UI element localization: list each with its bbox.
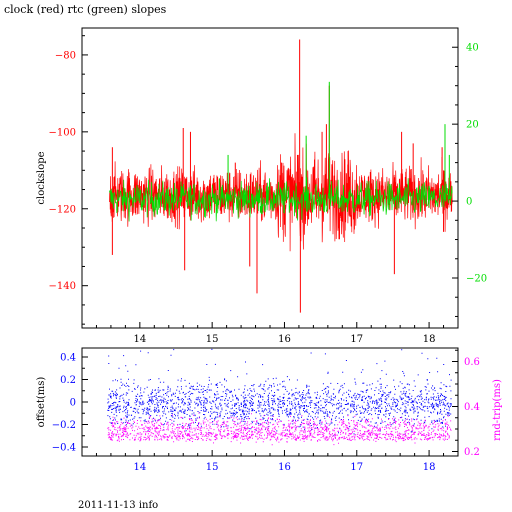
clock-trace xyxy=(109,133,453,252)
bottom-y2-tick-label: 0.2 xyxy=(464,447,480,458)
bottom-y-tick-label: 0.2 xyxy=(60,375,76,386)
rnd-trip-points xyxy=(107,412,452,446)
bottom-x-tick-label: 15 xyxy=(206,462,219,473)
clock-series xyxy=(109,39,453,313)
top-y-tick-label: −140 xyxy=(49,281,76,292)
top-x-tick-label: 16 xyxy=(278,334,291,345)
top-chart: 14 15 16 17 18 −80 −100 −120 −140 40 20 0 −20 clocks… xyxy=(36,27,487,345)
top-y-tick-label: −100 xyxy=(49,127,76,138)
bottom-y2-tick-label: 0.6 xyxy=(464,357,480,368)
top-y-tick-label: −120 xyxy=(49,204,76,215)
offset-points xyxy=(107,348,452,436)
bottom-y-tick-label: 0 xyxy=(70,398,76,409)
top-y2-tick-label: 0 xyxy=(466,197,472,208)
footer-date: 2011-11-13 info xyxy=(78,500,159,511)
top-y2-tick-label: 20 xyxy=(466,120,479,131)
top-y2-tick-label: 40 xyxy=(466,43,479,54)
bottom-y-tick-label: −0.4 xyxy=(52,443,76,454)
bottom-y2-axis-label: rnd-trip(ms) xyxy=(492,379,503,441)
bottom-y-tick-label: −0.2 xyxy=(52,420,76,431)
rnd-trip-series xyxy=(107,412,452,446)
top-x-tick-label: 15 xyxy=(206,334,219,345)
offset-series xyxy=(107,348,452,436)
top-x-tick-label: 17 xyxy=(350,334,363,345)
bottom-chart: 14 15 16 17 18 0.4 0.2 0 −0.2 −0.4 0.6 0.4 0.2 offse… xyxy=(36,347,503,473)
top-y-axis-label: clockslope xyxy=(36,151,47,204)
bottom-y-axis-label: offset(ms) xyxy=(36,377,47,428)
top-y2-tick-label: −20 xyxy=(466,274,487,285)
rtc-series xyxy=(109,81,453,222)
bottom-x-tick-label: 17 xyxy=(350,462,363,473)
chart-title: clock (red) rtc (green) slopes xyxy=(4,3,167,16)
bottom-x-tick-label: 18 xyxy=(423,462,436,473)
bottom-x-tick-label: 16 xyxy=(278,462,291,473)
top-x-tick-label: 14 xyxy=(133,334,146,345)
rtc-trace xyxy=(109,177,453,222)
bottom-y2-tick-label: 0.4 xyxy=(464,402,480,413)
top-y-tick-label: −80 xyxy=(55,50,76,61)
bottom-x-tick-label: 14 xyxy=(133,462,146,473)
bottom-y-tick-label: 0.4 xyxy=(60,353,76,364)
top-x-tick-label: 18 xyxy=(423,334,436,345)
